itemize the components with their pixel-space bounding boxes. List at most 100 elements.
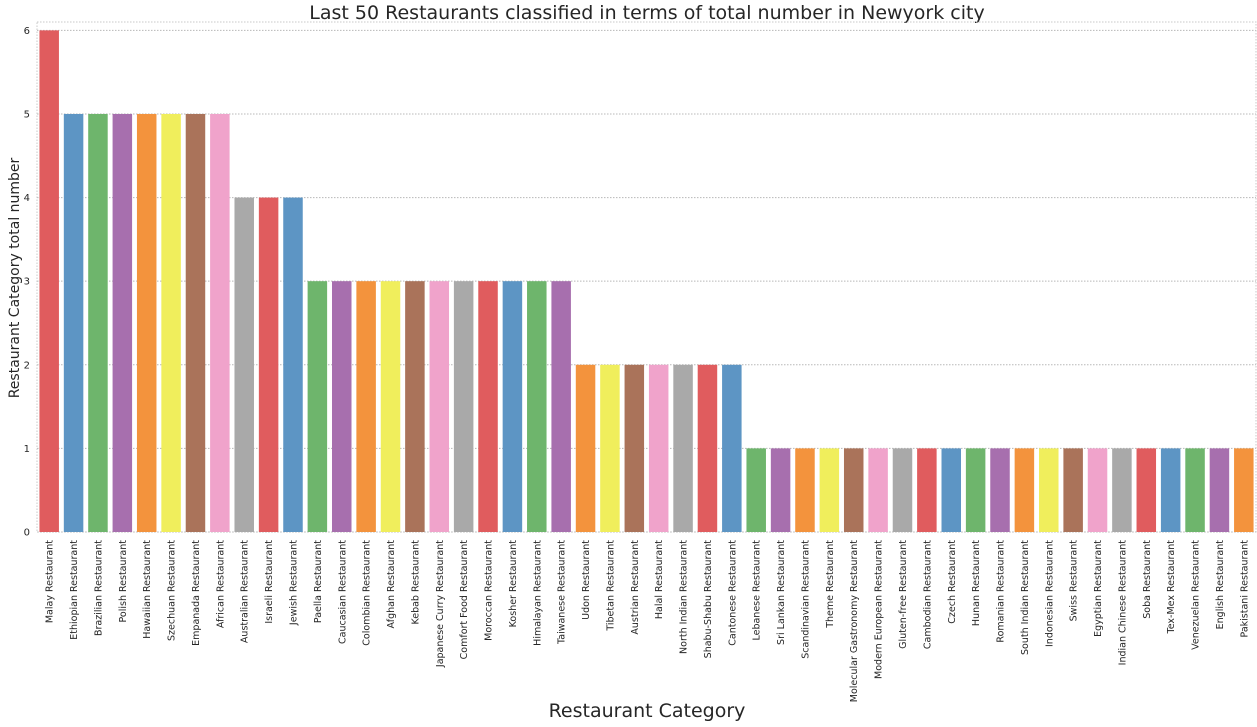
bar xyxy=(1063,448,1083,532)
x-tick-label: Molecular Gastronomy Restaurant xyxy=(849,540,860,703)
x-tick-label: Tibetan Restaurant xyxy=(605,540,616,632)
bar xyxy=(527,281,547,532)
x-tick-label: North Indian Restaurant xyxy=(679,540,690,654)
bar xyxy=(1112,448,1132,532)
x-tick-label: Australian Restaurant xyxy=(240,540,251,643)
bars xyxy=(39,30,1254,532)
bar xyxy=(356,281,376,532)
x-tick-label: Shabu-Shabu Restaurant xyxy=(703,540,714,659)
bar xyxy=(1087,448,1108,532)
bar xyxy=(1039,448,1059,532)
bar xyxy=(1209,448,1230,532)
x-tick-label: Israeli Restaurant xyxy=(264,540,275,624)
x-tick-label: Venezuelan Restaurant xyxy=(1191,540,1202,650)
x-tick-label: Indonesian Restaurant xyxy=(1044,540,1055,647)
bar xyxy=(39,30,59,532)
x-tick-label: Colombian Restaurant xyxy=(362,540,373,646)
bar xyxy=(429,281,450,532)
y-tick-label: 0 xyxy=(24,528,30,539)
y-tick-labels: 0 1 2 3 4 5 6 xyxy=(24,26,30,539)
bar xyxy=(136,113,157,532)
x-axis-title: Restaurant Category xyxy=(549,700,746,722)
x-tick-label: English Restaurant xyxy=(1215,540,1226,630)
bar xyxy=(234,197,254,532)
x-tick-label: Ethiopian Restaurant xyxy=(69,540,80,640)
x-tick-label: Swiss Restaurant xyxy=(1069,540,1080,622)
bar xyxy=(892,448,913,532)
y-tick-label: 4 xyxy=(24,193,30,204)
bar xyxy=(210,113,230,532)
bar xyxy=(795,448,815,532)
chart-title: Last 50 Restaurants classified in terms … xyxy=(309,2,984,24)
bar xyxy=(63,113,84,532)
x-tick-label: Afghan Restaurant xyxy=(386,540,397,629)
y-tick-label: 5 xyxy=(24,109,30,120)
x-tick-label: Brazilian Restaurant xyxy=(93,540,104,636)
bar xyxy=(551,281,571,532)
x-tick-label: Modern European Restaurant xyxy=(874,540,885,679)
bar xyxy=(185,113,206,532)
x-tick-label: Taiwanese Restaurant xyxy=(557,540,568,645)
bar xyxy=(697,364,718,532)
x-tick-label: Himalayan Restaurant xyxy=(532,540,543,646)
bar xyxy=(990,448,1010,532)
x-tick-label: Halal Restaurant xyxy=(654,540,665,619)
x-tick-label: Cambodian Restaurant xyxy=(922,540,933,649)
x-tick-label: Japanese Curry Restaurant xyxy=(435,540,446,668)
x-tick-label: South Indian Restaurant xyxy=(1020,540,1031,655)
x-tick-label: Czech Restaurant xyxy=(947,540,958,624)
plot-frame xyxy=(36,21,1257,533)
x-tick-label: Kosher Restaurant xyxy=(508,540,519,628)
x-tick-label: Pakistani Restaurant xyxy=(1239,540,1250,638)
x-tick-label: Egyptian Restaurant xyxy=(1093,540,1104,637)
x-tick-label: Soba Restaurant xyxy=(1142,540,1153,619)
bar xyxy=(600,364,620,532)
x-tick-labels: Malay Restaurant Ethiopian Restaurant Braz… xyxy=(45,540,1251,703)
y-tick-label: 3 xyxy=(24,277,30,288)
x-tick-label: Indian Chinese Restaurant xyxy=(1117,540,1128,666)
bar xyxy=(917,448,937,532)
bar xyxy=(88,113,108,532)
bar xyxy=(673,364,693,532)
bar xyxy=(453,281,474,532)
bar xyxy=(478,281,498,532)
y-axis-title: Restaurant Category total number xyxy=(7,157,23,398)
x-tick-label: Lebanese Restaurant xyxy=(752,540,763,641)
x-tick-label: Empanada Restaurant xyxy=(191,540,202,646)
bar xyxy=(1160,448,1181,532)
x-tick-label: Malay Restaurant xyxy=(45,540,56,623)
bar xyxy=(1014,448,1035,532)
x-tick-label: Jewish Restaurant xyxy=(288,540,299,626)
bar xyxy=(161,113,181,532)
bar xyxy=(575,364,596,532)
x-tick-label: Caucasian Restaurant xyxy=(337,540,348,644)
x-tick-label: African Restaurant xyxy=(215,540,226,628)
x-tick-label: Sri Lankan Restaurant xyxy=(776,540,787,645)
bar xyxy=(1136,448,1157,532)
x-tick-label: Tex-Mex Restaurant xyxy=(1166,540,1177,635)
bar xyxy=(868,448,888,532)
x-tick-label: Paella Restaurant xyxy=(313,540,324,623)
bar xyxy=(283,197,303,532)
y-tick-label: 6 xyxy=(24,26,30,37)
x-tick-label: Cantonese Restaurant xyxy=(727,540,738,646)
bar xyxy=(405,281,425,532)
x-tick-label: Gluten-free Restaurant xyxy=(898,540,909,649)
bar xyxy=(624,364,645,532)
x-tick-label: Kebab Restaurant xyxy=(410,540,421,625)
bar xyxy=(722,364,742,532)
bar xyxy=(1185,448,1205,532)
bar xyxy=(965,448,986,532)
x-tick-label: Udon Restaurant xyxy=(581,540,592,620)
bar xyxy=(819,448,840,532)
x-tick-label: Scandinavian Restaurant xyxy=(800,540,811,659)
bar xyxy=(648,364,669,532)
bar xyxy=(380,281,401,532)
bar xyxy=(112,113,133,532)
y-tick-label: 2 xyxy=(24,360,30,371)
x-tick-label: Szechuan Restaurant xyxy=(167,540,178,641)
y-tick-label: 1 xyxy=(24,444,30,455)
x-tick-label: Comfort Food Restaurant xyxy=(459,540,470,660)
x-tick-label: Hunan Restaurant xyxy=(971,540,982,626)
